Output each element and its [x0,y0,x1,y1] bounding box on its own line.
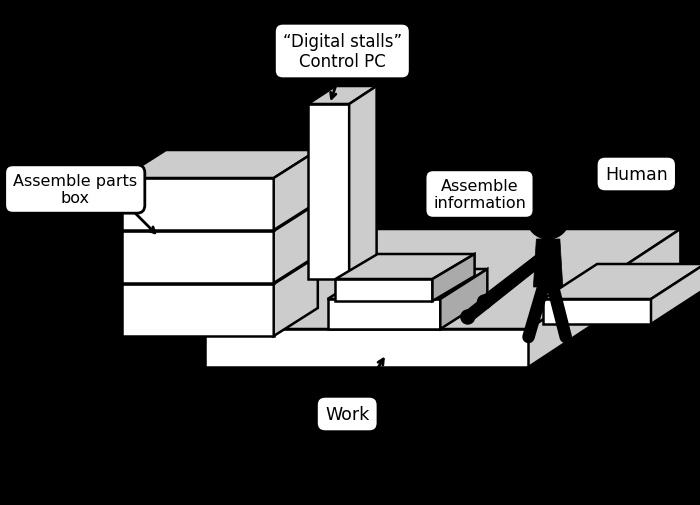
Polygon shape [122,179,274,231]
Polygon shape [433,255,475,301]
Polygon shape [274,204,318,283]
Polygon shape [122,150,318,179]
Polygon shape [440,270,487,329]
Polygon shape [308,87,377,105]
Polygon shape [122,284,274,336]
Polygon shape [308,105,349,279]
Polygon shape [533,239,563,287]
Polygon shape [274,150,318,231]
Text: Work: Work [325,405,370,423]
Polygon shape [543,299,651,324]
Polygon shape [328,299,440,329]
Circle shape [461,311,475,324]
Polygon shape [528,230,680,367]
Polygon shape [349,87,377,279]
Polygon shape [335,279,433,301]
Polygon shape [335,255,475,279]
Text: Assemble parts
box: Assemble parts box [13,173,137,206]
Polygon shape [651,265,700,324]
Polygon shape [543,265,700,299]
Polygon shape [205,230,680,329]
Polygon shape [122,204,318,231]
Polygon shape [328,270,487,299]
Polygon shape [205,329,528,367]
Polygon shape [122,231,274,283]
Text: “Digital stalls”
Control PC: “Digital stalls” Control PC [283,32,402,71]
Text: Human: Human [605,166,668,184]
Text: Assemble
information: Assemble information [433,178,526,211]
Circle shape [526,195,570,239]
Polygon shape [274,257,318,336]
Circle shape [477,295,491,310]
Polygon shape [122,257,318,284]
